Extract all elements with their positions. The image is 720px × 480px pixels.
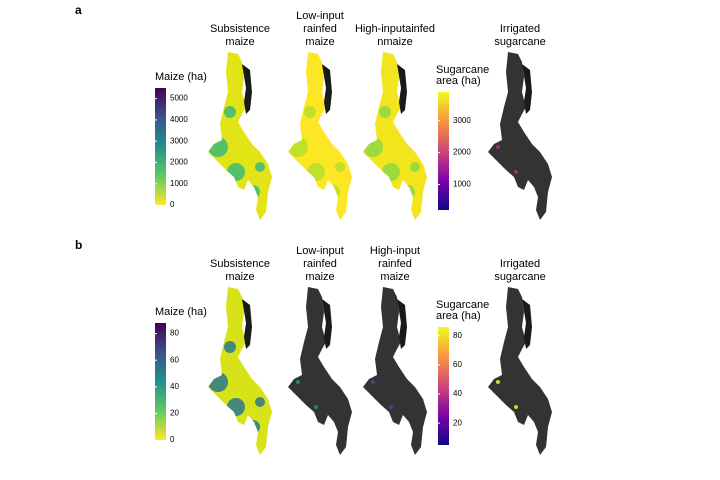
map-patch [371,380,375,384]
colorbar-tick-label: 60 [453,360,462,369]
colorbar [438,92,449,210]
map-patch [401,185,415,199]
map-patch [246,420,260,434]
map-patch [496,145,500,149]
map-patches [371,380,393,409]
map [288,287,352,455]
colorbar-tick-label: 1000 [170,179,188,188]
map-region [488,52,552,220]
column-title: maize [305,36,334,48]
map [363,52,427,220]
colorbar-tick-label: 20 [170,409,179,418]
colorbar-tick-label: 3000 [170,136,188,145]
map-patches [496,145,518,174]
map-patches [496,380,518,409]
column-title: rainfed [378,258,412,270]
colorbar-tick-label: 80 [453,331,462,340]
map-patch [255,397,265,407]
map-patch [335,162,345,172]
map-patch [382,163,400,181]
map-patch [389,405,393,409]
map-patch [410,162,420,172]
map-patch [227,163,245,181]
column-title: Low-input [296,245,344,257]
colorbar [155,88,166,205]
colorbar-tick-label: 40 [170,382,179,391]
map-patch [363,137,383,157]
map-patch [496,380,500,384]
column-title: Subsistence [210,23,270,35]
map-patch [296,380,300,384]
legend-title: Maize (ha) [155,71,207,83]
column-title: maize [225,271,254,283]
map-region [363,287,427,455]
colorbar-tick-label: 80 [170,329,179,338]
colorbar-tick-label: 5000 [170,94,188,103]
map-patch [326,185,340,199]
map-patch [379,106,391,118]
column-title: maize [225,36,254,48]
column-title: maize [380,271,409,283]
colorbar-tick-label: 0 [170,200,175,209]
map-patch [514,405,518,409]
map-patch [224,106,236,118]
map-patch [255,162,265,172]
colorbar-tick-label: 60 [170,355,179,364]
legend-title: area (ha) [436,310,481,322]
column-title: High-inputainfed [355,23,435,35]
map [208,287,272,455]
colorbar-tick-label: 3000 [453,116,471,125]
colorbar-tick-label: 40 [453,389,462,398]
colorbar-tick-label: 4000 [170,115,188,124]
map-patches [296,380,318,409]
column-title: maize [305,271,334,283]
map-patch [208,137,228,157]
map-patch [224,341,236,353]
colorbar-tick-label: 20 [453,418,462,427]
map [488,52,552,220]
map-region [208,52,272,220]
colorbar-tick-label: 2000 [170,158,188,167]
column-title: Irrigated [500,258,540,270]
map-patch [288,137,308,157]
colorbar-tick-label: 1000 [453,180,471,189]
map-region [288,287,352,455]
map [208,52,272,220]
colorbar [438,327,449,445]
column-title: nmaize [377,36,412,48]
column-title: sugarcane [494,271,545,283]
map [288,52,352,220]
panel-label: b [75,238,82,252]
column-title: High-input [370,245,420,257]
legend-title: Maize (ha) [155,306,207,318]
map-patch [307,163,325,181]
map-patch [514,170,518,174]
map-patch [314,405,318,409]
colorbar-tick-label: 0 [170,435,175,444]
map-region [363,52,427,220]
map-patch [304,106,316,118]
map-patch [227,398,245,416]
map [363,287,427,455]
colorbar [155,323,166,440]
panel-label: a [75,3,82,17]
legend-title: Sugarcane [436,299,489,311]
column-title: Subsistence [210,258,270,270]
map-region [288,52,352,220]
map-region [488,287,552,455]
column-title: rainfed [303,258,337,270]
map-patch [246,185,260,199]
column-title: Irrigated [500,23,540,35]
column-title: rainfed [303,23,337,35]
column-title: Low-input [296,10,344,22]
column-title: sugarcane [494,36,545,48]
map-region [208,287,272,455]
legend-title: area (ha) [436,75,481,87]
map-patch [208,372,228,392]
map [488,287,552,455]
legend-title: Sugarcane [436,64,489,76]
colorbar-tick-label: 2000 [453,148,471,157]
